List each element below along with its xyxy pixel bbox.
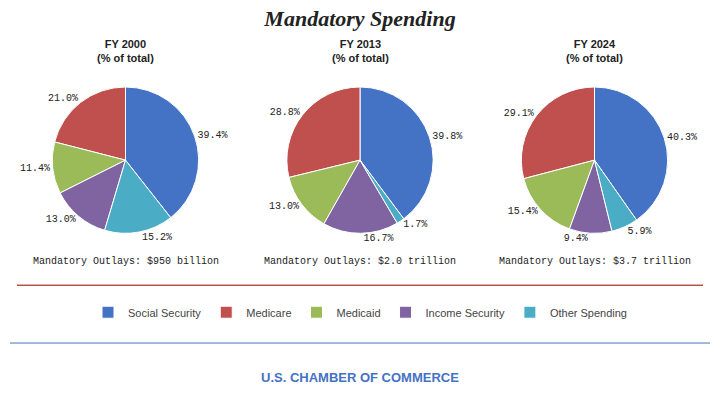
- svg-text:5.9%: 5.9%: [628, 226, 652, 237]
- svg-text:29.1%: 29.1%: [504, 108, 534, 119]
- svg-text:Mandatory Spending: Mandatory Spending: [263, 6, 455, 31]
- svg-text:15.4%: 15.4%: [508, 206, 538, 217]
- svg-text:16.7%: 16.7%: [363, 233, 393, 244]
- svg-text:FY 2000(% of total): FY 2000(% of total): [97, 38, 154, 64]
- svg-text:39.8%: 39.8%: [432, 131, 462, 142]
- svg-text:39.4%: 39.4%: [197, 130, 227, 141]
- svg-text:Other Spending: Other Spending: [550, 307, 627, 319]
- svg-text:28.8%: 28.8%: [270, 107, 300, 118]
- svg-text:FY 2013(% of total): FY 2013(% of total): [332, 38, 389, 64]
- svg-text:Income Security: Income Security: [426, 307, 505, 319]
- svg-text:13.0%: 13.0%: [46, 214, 76, 225]
- svg-text:21.0%: 21.0%: [48, 93, 78, 104]
- svg-text:Medicare: Medicare: [246, 307, 291, 319]
- svg-text:FY 2024(% of total): FY 2024(% of total): [566, 38, 623, 64]
- svg-text:40.3%: 40.3%: [667, 132, 697, 143]
- svg-text:1.7%: 1.7%: [403, 219, 427, 230]
- svg-text:Mandatory Outlays: $950 billio: Mandatory Outlays: $950 billion: [33, 256, 219, 267]
- svg-text:Mandatory Outlays: $2.0 trilli: Mandatory Outlays: $2.0 trillion: [264, 256, 456, 267]
- svg-text:U.S. CHAMBER OF COMMERCE: U.S. CHAMBER OF COMMERCE: [261, 370, 459, 385]
- svg-text:13.0%: 13.0%: [269, 201, 299, 212]
- svg-text:Medicaid: Medicaid: [337, 307, 381, 319]
- svg-text:Social Security: Social Security: [128, 307, 201, 319]
- svg-text:11.4%: 11.4%: [20, 163, 50, 174]
- svg-text:15.2%: 15.2%: [142, 232, 172, 243]
- svg-text:Mandatory Outlays: $3.7 trilli: Mandatory Outlays: $3.7 trillion: [499, 256, 691, 267]
- svg-text:9.4%: 9.4%: [564, 233, 588, 244]
